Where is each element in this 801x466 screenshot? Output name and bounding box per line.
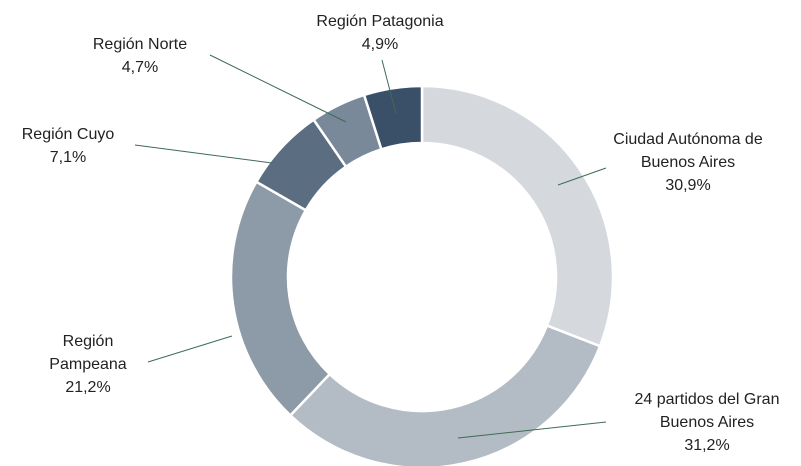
value-label: 30,9% bbox=[665, 177, 711, 194]
donut-slice bbox=[229, 180, 332, 418]
donut-slice bbox=[288, 323, 602, 466]
slice-label: 24 partidos del Gran Buenos Aires 31,2% bbox=[617, 388, 797, 457]
category-label: Región Cuyo bbox=[21, 126, 115, 143]
value-label: 31,2% bbox=[684, 437, 730, 454]
leader-line bbox=[381, 59, 397, 115]
leader-line bbox=[557, 167, 607, 186]
slice-label: Región Norte 4,7% bbox=[80, 33, 200, 79]
value-label: 4,9% bbox=[361, 36, 399, 53]
slice-label: Región Patagonia 4,9% bbox=[300, 10, 460, 56]
slice-label: Región Cuyo 7,1% bbox=[8, 123, 128, 169]
category-label: Región Norte bbox=[92, 36, 188, 53]
donut-slice bbox=[362, 84, 424, 151]
donut-slice bbox=[420, 84, 615, 348]
category-label: Ciudad Autónoma de Buenos Aires bbox=[613, 131, 763, 171]
category-label: 24 partidos del Gran Buenos Aires bbox=[634, 391, 780, 431]
value-label: 21,2% bbox=[65, 379, 111, 396]
leader-line bbox=[147, 335, 233, 363]
leader-line bbox=[457, 421, 607, 439]
value-label: 4,7% bbox=[121, 59, 159, 76]
slice-label: Región Pampeana 21,2% bbox=[43, 330, 133, 399]
value-label: 7,1% bbox=[49, 149, 87, 166]
leader-line bbox=[134, 144, 273, 164]
leader-line bbox=[209, 54, 347, 123]
category-label: Región Pampeana bbox=[49, 333, 127, 373]
category-label: Región Patagonia bbox=[316, 13, 444, 30]
slice-label: Ciudad Autónoma de Buenos Aires 30,9% bbox=[613, 128, 763, 197]
